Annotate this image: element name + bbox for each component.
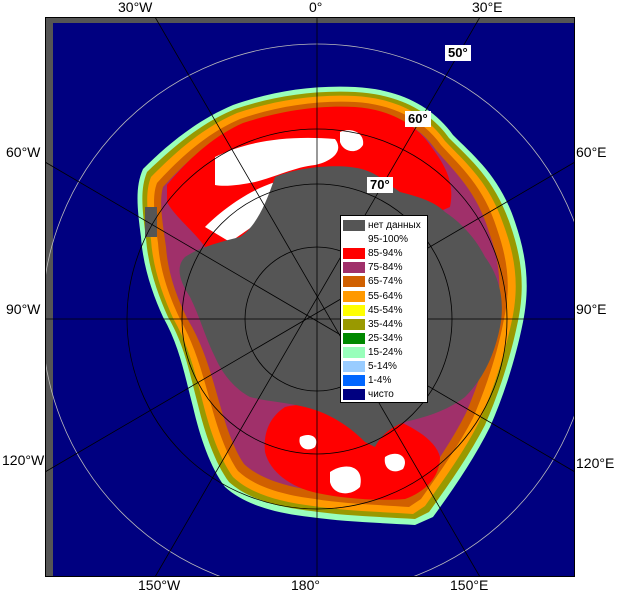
legend-label: чисто: [368, 389, 394, 401]
legend-item: 85-94%: [343, 247, 402, 260]
graticule: [45, 17, 575, 577]
legend-label: 1-4%: [368, 375, 392, 387]
legend-label: 35-44%: [368, 318, 403, 330]
legend-label: 25-34%: [368, 332, 403, 344]
legend-item: 5-14%: [343, 360, 397, 373]
ice-white-south-3: [384, 453, 405, 472]
legend-label: 85-94%: [368, 248, 403, 260]
legend-swatch: [343, 332, 365, 344]
legend-item: 45-54%: [343, 304, 402, 317]
lon-label-30e: 30°E: [472, 0, 503, 15]
legend-item: нет данных: [343, 219, 421, 232]
legend-swatch: [343, 220, 365, 231]
legend-item: 65-74%: [343, 275, 402, 288]
legend-label: нет данных: [368, 220, 421, 231]
legend-label: 65-74%: [368, 276, 403, 288]
legend-swatch: [343, 276, 365, 288]
antarctic-peninsula: [145, 207, 157, 237]
legend-swatch: [343, 361, 365, 372]
legend-swatch: [343, 318, 365, 330]
ice-white-south-2: [299, 435, 317, 450]
legend-label: 45-54%: [368, 304, 403, 316]
legend-swatch: [343, 290, 365, 302]
legend-swatch: [343, 304, 365, 316]
lon-label-120w: 120°W: [2, 452, 45, 468]
legend-swatch: [343, 375, 365, 387]
lon-label-60w: 60°W: [6, 144, 41, 160]
lat-label-60: 60°: [405, 111, 431, 127]
legend-label: 55-64%: [368, 290, 403, 302]
legend-item: чисто: [343, 388, 394, 401]
lon-label-180: 180°: [291, 577, 320, 593]
legend-label: 95-100%: [368, 234, 409, 246]
meridian-60e-120w: [45, 161, 575, 473]
lon-label-90e: 90°E: [576, 301, 607, 317]
lon-label-90w: 90°W: [6, 301, 41, 317]
legend-item: 95-100%: [343, 233, 408, 246]
lon-label-30w: 30°W: [118, 0, 153, 15]
lon-label-150e: 150°E: [450, 577, 489, 593]
legend-swatch: [343, 346, 365, 358]
frame-left-strip: [45, 17, 53, 577]
legend-label: 5-14%: [368, 361, 397, 372]
legend-swatch: [343, 262, 365, 274]
ice-white-nw: [205, 182, 285, 242]
lon-label-150w: 150°W: [138, 577, 181, 593]
legend-item: 15-24%: [343, 346, 402, 359]
legend-swatch: [343, 234, 365, 246]
ice-band-85-94-south: [264, 403, 440, 500]
legend-swatch: [343, 248, 365, 260]
legend-label: 75-84%: [368, 262, 403, 274]
lat-label-50: 50°: [445, 45, 471, 61]
map-border: [45, 17, 575, 577]
sea-ice-concentration-map: [45, 17, 575, 577]
ice-white-south: [330, 466, 361, 494]
concentration-legend: нет данных 95-100% 85-94% 75-84% 65-74% 55-64…: [340, 215, 428, 403]
legend-item: 35-44%: [343, 318, 402, 331]
legend-item: 75-84%: [343, 261, 402, 274]
legend-swatch: [343, 389, 365, 401]
legend-item: 25-34%: [343, 332, 402, 345]
legend-item: 55-64%: [343, 290, 402, 303]
lon-label-60e: 60°E: [576, 144, 607, 160]
frame-top-strip: [45, 17, 575, 23]
lon-label-120e: 120°E: [576, 455, 615, 471]
lat-label-70: 70°: [367, 177, 393, 193]
lon-label-0: 0°: [309, 0, 323, 15]
legend-label: 15-24%: [368, 346, 403, 358]
ice-white-patch-1: [340, 130, 364, 152]
meridian-30e-150w: [154, 17, 481, 577]
legend-item: 1-4%: [343, 374, 391, 387]
